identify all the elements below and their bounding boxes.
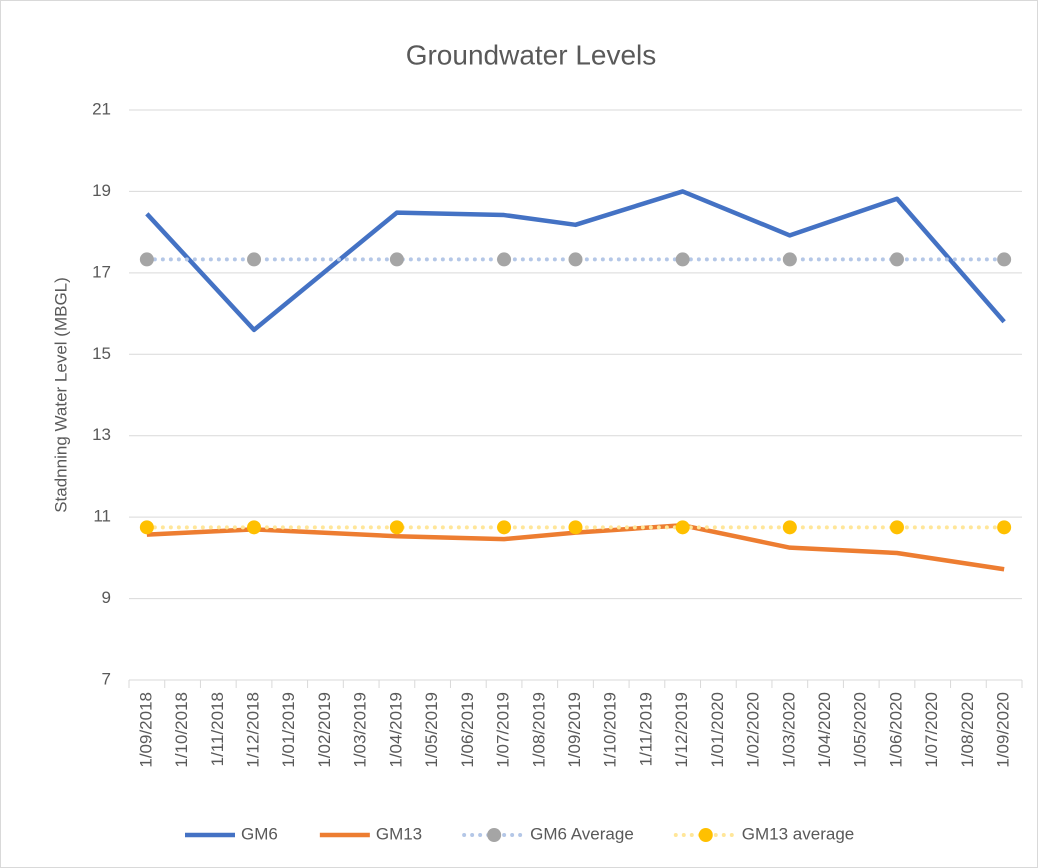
x-tick-label: 1/06/2019	[458, 692, 477, 768]
x-tick-label: 1/02/2020	[744, 692, 763, 768]
x-tick-label: 1/07/2019	[494, 692, 513, 768]
legend-label: GM6 Average	[530, 824, 634, 843]
y-tick-label: 13	[92, 425, 111, 444]
x-tick-label: 1/09/2019	[565, 692, 584, 768]
series-marker	[782, 252, 797, 267]
x-tick-label: 1/12/2018	[244, 692, 263, 768]
series-line	[145, 189, 1006, 333]
legend-label: GM13 average	[742, 824, 854, 843]
x-tick-label: 1/11/2018	[208, 692, 227, 766]
x-tick-label: 1/12/2019	[672, 692, 691, 768]
series-marker	[675, 520, 690, 535]
x-tick-label: 1/01/2020	[708, 692, 727, 768]
series-marker	[889, 520, 904, 535]
x-tick-label: 1/09/2020	[994, 692, 1013, 768]
series-marker	[247, 252, 262, 267]
x-tick-label: 1/09/2018	[136, 692, 155, 768]
series-marker	[497, 252, 512, 267]
legend-label: GM13	[376, 824, 422, 843]
x-tick-label: 1/03/2020	[779, 692, 798, 768]
series-marker	[568, 520, 583, 535]
x-tick-label: 1/06/2020	[886, 692, 905, 768]
x-tick-label: 1/08/2019	[529, 692, 548, 768]
legend-label: GM6	[241, 824, 278, 843]
x-tick-label: 1/10/2018	[172, 692, 191, 768]
y-tick-label: 15	[92, 344, 111, 363]
x-tick-label: 1/04/2020	[815, 692, 834, 768]
series-marker	[139, 252, 154, 267]
x-tick-label: 1/03/2019	[351, 692, 370, 768]
chart-title: Groundwater Levels	[406, 39, 657, 70]
series-marker	[675, 252, 690, 267]
x-tick-label: 1/07/2020	[922, 692, 941, 768]
series-marker	[389, 520, 404, 535]
legend-marker	[698, 828, 713, 842]
y-axis-label: Stadnning Water Level (MBGL)	[51, 277, 70, 513]
series-marker	[997, 520, 1012, 535]
legend-item: GM6	[185, 824, 278, 843]
y-tick-label: 11	[93, 507, 111, 526]
legend-item: GM6 Average	[462, 824, 634, 843]
y-tick-label: 19	[92, 181, 111, 200]
y-tick-label: 7	[102, 669, 111, 688]
series-marker	[997, 252, 1012, 267]
series-marker	[889, 252, 904, 267]
x-tick-label: 1/10/2019	[601, 692, 620, 768]
y-tick-label: 21	[92, 99, 111, 118]
series-marker	[568, 252, 583, 267]
x-tick-label: 1/08/2020	[958, 692, 977, 768]
x-tick-label: 1/04/2019	[386, 692, 405, 768]
series-marker	[497, 520, 512, 535]
x-tick-label: 1/02/2019	[315, 692, 334, 768]
series-marker	[247, 520, 262, 535]
series-marker	[389, 252, 404, 267]
legend-marker	[487, 828, 502, 842]
legend-item: GM13 average	[673, 824, 854, 843]
x-tick-label: 1/11/2019	[636, 692, 655, 766]
y-tick-label: 17	[92, 262, 111, 281]
x-tick-label: 1/05/2019	[422, 692, 441, 768]
legend-item: GM13	[319, 824, 422, 843]
x-tick-label: 1/05/2020	[851, 692, 870, 768]
y-tick-label: 9	[102, 588, 111, 607]
series-marker	[139, 520, 154, 535]
series-marker	[782, 520, 797, 535]
x-tick-label: 1/01/2019	[279, 692, 298, 768]
